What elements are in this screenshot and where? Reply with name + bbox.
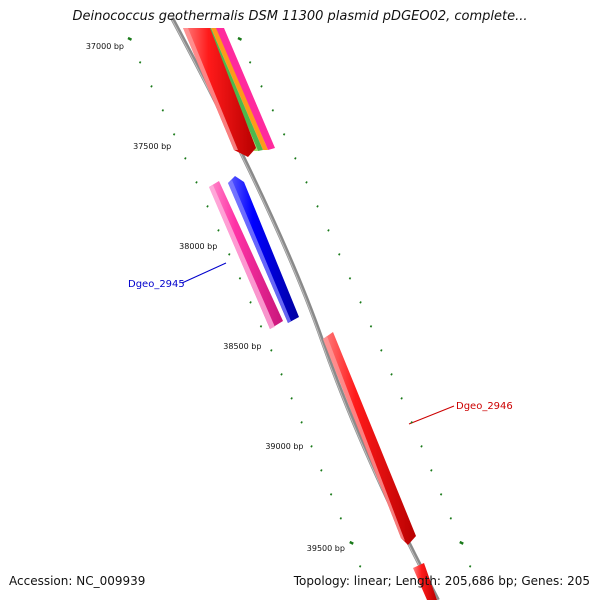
minor-tick (217, 229, 220, 232)
minor-tick (150, 85, 153, 88)
minor-tick (138, 61, 142, 64)
minor-tick (348, 277, 352, 280)
minor-tick (390, 373, 393, 376)
minor-tick (369, 325, 373, 328)
tick-label: 38500 bp (223, 342, 261, 351)
label-dgeo-2946[interactable]: Dgeo_2946 (456, 401, 513, 412)
gene-dgeo-2945[interactable] (228, 176, 299, 323)
minor-tick (248, 61, 252, 64)
minor-tick (316, 205, 319, 208)
minor-tick (339, 517, 343, 520)
gene-magenta-left[interactable] (209, 181, 283, 329)
minor-tick (271, 109, 275, 112)
minor-tick (380, 349, 383, 352)
minor-tick (338, 253, 341, 256)
feature-orange-strip (211, 28, 268, 150)
minor-tick (282, 133, 286, 136)
map-title: Deinococcus geothermalis DSM 11300 plasm… (72, 9, 528, 24)
tick-label: 37000 bp (86, 42, 124, 51)
tick-labels: 37000 bp 37500 bp 38000 bp 38500 bp 39000 bp… (86, 42, 345, 553)
tick-label: 39500 bp (307, 544, 345, 553)
minor-tick (449, 517, 453, 520)
label-dgeo-2945[interactable]: Dgeo_2945 (128, 279, 185, 290)
minor-tick (300, 421, 303, 424)
gene-top-red[interactable] (183, 28, 256, 157)
minor-tick (228, 253, 231, 256)
minor-tick (329, 493, 333, 496)
minor-tick (161, 109, 165, 112)
minor-tick (172, 133, 176, 136)
major-tick (127, 36, 133, 41)
minor-tick (294, 157, 297, 160)
gene-bottom-red[interactable] (413, 563, 437, 600)
minor-tick (327, 229, 330, 232)
minor-tick (259, 325, 263, 328)
minor-tick (420, 445, 423, 448)
minor-tick (270, 349, 273, 352)
accession-text: Accession: NC_009939 (9, 574, 146, 588)
minor-tick (359, 301, 362, 304)
tick-label: 38000 bp (179, 242, 217, 251)
tick-label: 37500 bp (133, 142, 171, 151)
topology-summary: Topology: linear; Length: 205,686 bp; Ge… (293, 574, 590, 588)
minor-tick (400, 397, 403, 400)
minor-tick (430, 469, 433, 472)
minor-tick (249, 301, 252, 304)
minor-tick (310, 445, 313, 448)
tick-track-left (127, 36, 362, 568)
minor-tick (206, 205, 209, 208)
minor-tick (468, 565, 472, 568)
major-tick (237, 36, 243, 41)
minor-tick (184, 157, 187, 160)
minor-tick (195, 181, 198, 184)
minor-tick (280, 373, 283, 376)
feature-magenta-strip (215, 28, 275, 150)
major-tick (459, 540, 464, 545)
minor-tick (238, 277, 242, 280)
tick-label: 39000 bp (265, 442, 303, 451)
minor-tick (305, 181, 308, 184)
minor-tick (290, 397, 293, 400)
dgeo-2946-leader (408, 405, 455, 425)
minor-tick (320, 469, 323, 472)
tick-track-right (237, 36, 472, 568)
major-tick (349, 540, 354, 545)
gene-dgeo-2946[interactable] (323, 332, 416, 545)
minor-tick (358, 565, 362, 568)
minor-tick (439, 493, 443, 496)
minor-tick (260, 85, 263, 88)
dgeo-2945-leader (181, 262, 227, 284)
minor-tick (410, 421, 413, 424)
